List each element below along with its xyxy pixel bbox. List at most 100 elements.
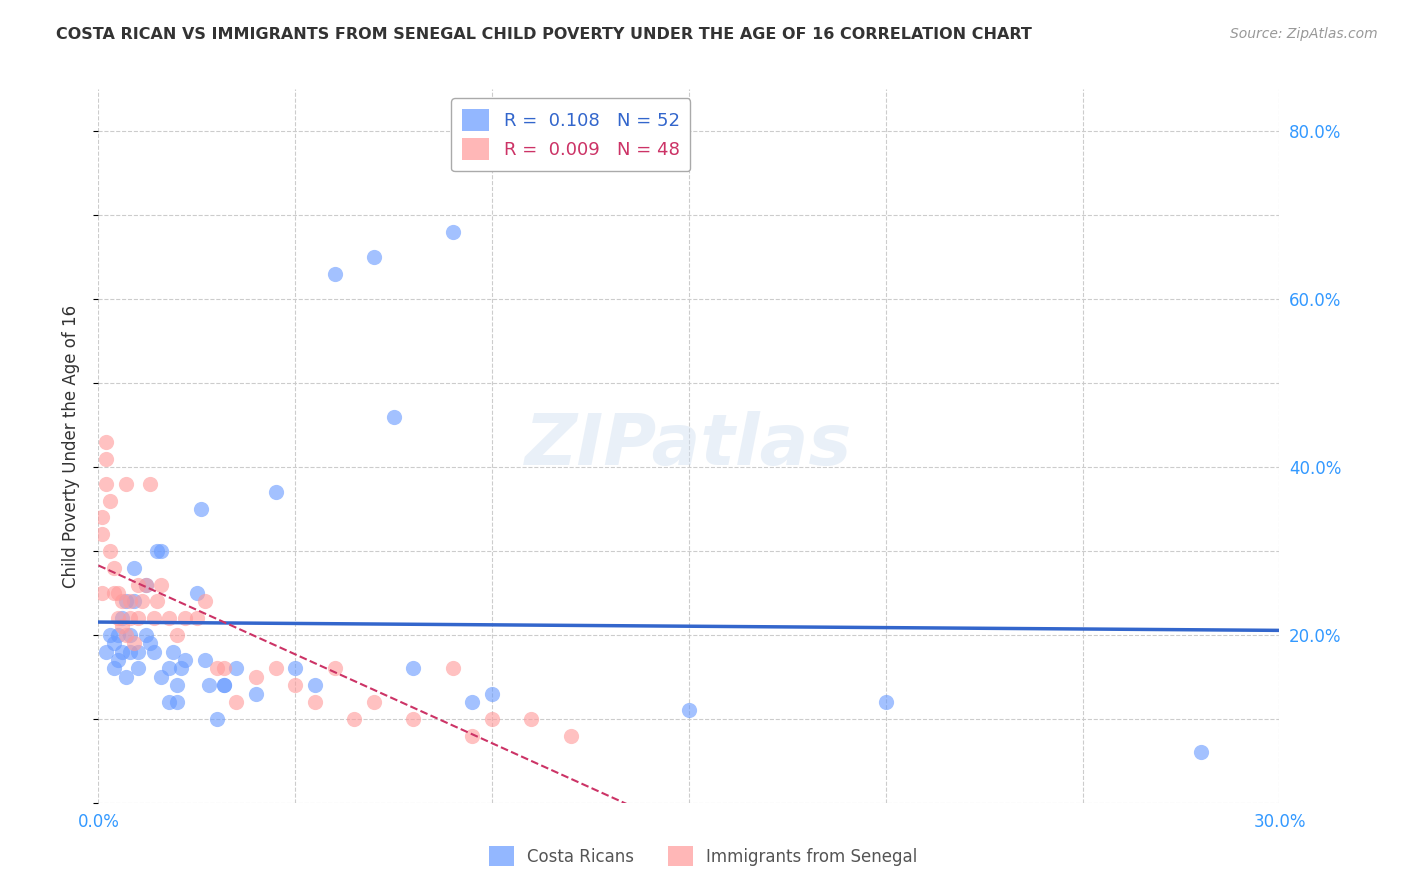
- Point: [111, 619, 134, 633]
- Point: [323, 267, 346, 281]
- Point: [122, 636, 145, 650]
- Legend: Costa Ricans, Immigrants from Senegal: Costa Ricans, Immigrants from Senegal: [481, 838, 925, 875]
- Point: [118, 628, 141, 642]
- Point: [162, 645, 184, 659]
- Point: [138, 476, 160, 491]
- Point: [111, 594, 134, 608]
- Point: [363, 250, 385, 264]
- Point: [91, 510, 114, 524]
- Point: [174, 611, 197, 625]
- Point: [127, 577, 149, 591]
- Point: [284, 661, 307, 675]
- Text: ZIPatlas: ZIPatlas: [526, 411, 852, 481]
- Point: [107, 611, 129, 625]
- Point: [323, 661, 346, 675]
- Point: [678, 703, 700, 717]
- Point: [122, 594, 145, 608]
- Point: [1189, 746, 1212, 760]
- Point: [186, 611, 208, 625]
- Point: [96, 434, 118, 449]
- Point: [205, 712, 228, 726]
- Point: [96, 451, 118, 466]
- Point: [122, 560, 145, 574]
- Point: [461, 729, 484, 743]
- Point: [146, 594, 169, 608]
- Point: [245, 687, 267, 701]
- Point: [127, 661, 149, 675]
- Point: [96, 476, 118, 491]
- Point: [135, 577, 157, 591]
- Point: [382, 409, 405, 424]
- Point: [118, 611, 141, 625]
- Y-axis label: Child Poverty Under the Age of 16: Child Poverty Under the Age of 16: [62, 304, 80, 588]
- Point: [118, 645, 141, 659]
- Point: [103, 586, 125, 600]
- Point: [111, 611, 134, 625]
- Point: [118, 594, 141, 608]
- Point: [107, 653, 129, 667]
- Point: [264, 661, 287, 675]
- Point: [135, 628, 157, 642]
- Point: [245, 670, 267, 684]
- Point: [174, 653, 197, 667]
- Point: [96, 645, 118, 659]
- Point: [115, 594, 138, 608]
- Point: [131, 594, 153, 608]
- Point: [170, 661, 193, 675]
- Point: [157, 661, 180, 675]
- Point: [107, 628, 129, 642]
- Point: [520, 712, 543, 726]
- Point: [115, 476, 138, 491]
- Point: [103, 560, 125, 574]
- Point: [225, 661, 247, 675]
- Point: [402, 712, 425, 726]
- Point: [98, 493, 121, 508]
- Text: Source: ZipAtlas.com: Source: ZipAtlas.com: [1230, 27, 1378, 41]
- Point: [214, 678, 236, 692]
- Point: [481, 712, 503, 726]
- Point: [214, 678, 236, 692]
- Point: [91, 586, 114, 600]
- Point: [135, 577, 157, 591]
- Point: [304, 678, 326, 692]
- Point: [150, 544, 173, 558]
- Point: [194, 594, 217, 608]
- Legend: R =  0.108   N = 52, R =  0.009   N = 48: R = 0.108 N = 52, R = 0.009 N = 48: [451, 98, 690, 171]
- Point: [304, 695, 326, 709]
- Point: [194, 653, 217, 667]
- Text: COSTA RICAN VS IMMIGRANTS FROM SENEGAL CHILD POVERTY UNDER THE AGE OF 16 CORRELA: COSTA RICAN VS IMMIGRANTS FROM SENEGAL C…: [56, 27, 1032, 42]
- Point: [186, 586, 208, 600]
- Point: [205, 661, 228, 675]
- Point: [197, 678, 219, 692]
- Point: [115, 670, 138, 684]
- Point: [481, 687, 503, 701]
- Point: [138, 636, 160, 650]
- Point: [150, 577, 173, 591]
- Point: [142, 611, 165, 625]
- Point: [103, 661, 125, 675]
- Point: [166, 678, 188, 692]
- Point: [127, 645, 149, 659]
- Point: [111, 645, 134, 659]
- Point: [363, 695, 385, 709]
- Point: [146, 544, 169, 558]
- Point: [103, 636, 125, 650]
- Point: [343, 712, 366, 726]
- Point: [142, 645, 165, 659]
- Point: [157, 611, 180, 625]
- Point: [225, 695, 247, 709]
- Point: [560, 729, 582, 743]
- Point: [166, 628, 188, 642]
- Point: [264, 485, 287, 500]
- Point: [150, 670, 173, 684]
- Point: [461, 695, 484, 709]
- Point: [98, 628, 121, 642]
- Point: [190, 502, 212, 516]
- Point: [157, 695, 180, 709]
- Point: [91, 527, 114, 541]
- Point: [115, 628, 138, 642]
- Point: [875, 695, 897, 709]
- Point: [98, 544, 121, 558]
- Point: [214, 661, 236, 675]
- Point: [107, 586, 129, 600]
